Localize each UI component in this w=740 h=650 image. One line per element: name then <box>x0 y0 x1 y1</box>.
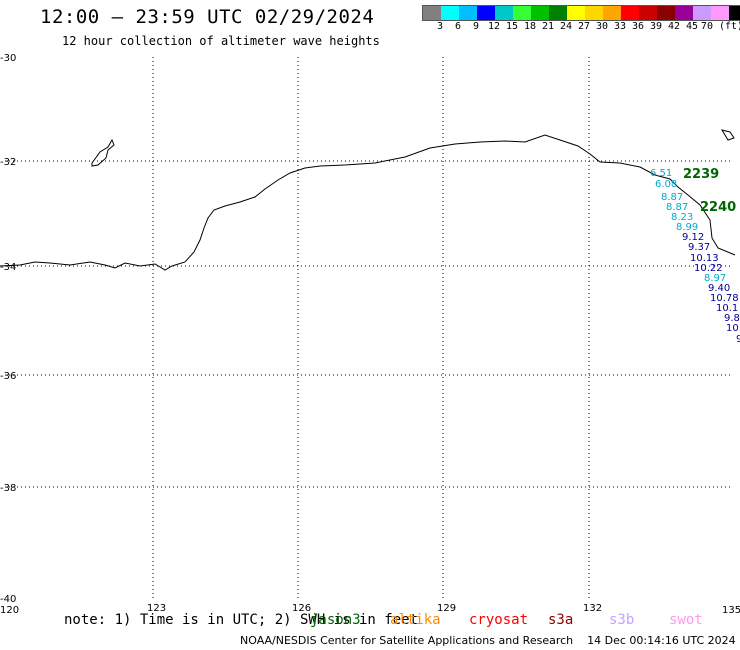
colorbar-labels: 3 6 9 12 15 18 21 24 27 30 33 36 39 42 45 70 (ft) <box>422 21 740 35</box>
pass-labels: 2239 2240 <box>683 167 736 215</box>
longitude-tick-label: 120 <box>0 605 19 616</box>
wave-height-label: 10. <box>726 323 740 334</box>
satellite-legend-item: s3b <box>609 612 635 628</box>
longitude-tick-label: 126 <box>292 603 311 614</box>
wave-height-label: 8.87 <box>666 202 688 213</box>
axis-ticks: 120 123 126 129 132 135 -30 -32 -34 -36 -38 -40 <box>0 53 740 616</box>
wave-height-label: 9.8 <box>724 313 740 324</box>
generated-timestamp: 14 Dec 00:14:16 UTC 2024 <box>587 634 736 647</box>
satellite-legend-item: altika <box>390 612 441 628</box>
satellite-legend-item: s3a <box>548 612 574 628</box>
colorbar-swatch <box>657 6 675 20</box>
longitude-tick-label: 123 <box>147 603 166 614</box>
wave-height-label: 10.78 <box>710 293 739 304</box>
satellite-legend-item: jason3 <box>310 612 361 628</box>
credit-line: NOAA/NESDIS Center for Satellite Applica… <box>240 634 736 647</box>
wave-height-label: 6.08 <box>655 179 677 190</box>
longitude-tick-label: 129 <box>437 603 456 614</box>
colorbar-swatch <box>639 6 657 20</box>
colorbar-label: 15 <box>505 21 519 32</box>
colorbar-swatch <box>441 6 459 20</box>
wave-height-label: 10.22 <box>694 263 723 274</box>
colorbar-label: 42 <box>667 21 681 32</box>
colorbar-label: 33 <box>613 21 627 32</box>
colorbar-label: 24 <box>559 21 573 32</box>
latitude-tick-label: -40 <box>0 594 16 605</box>
colorbar-swatch <box>423 6 441 20</box>
colorbar-swatch <box>531 6 549 20</box>
pass-time-label: 2239 <box>683 167 719 182</box>
colorbar-label: 21 <box>541 21 555 32</box>
colorbar-label: 45 <box>685 21 699 32</box>
colorbar-swatch <box>603 6 621 20</box>
credit-text: NOAA/NESDIS Center for Satellite Applica… <box>240 634 574 647</box>
colorbar-label: 70 (ft) <box>700 21 740 32</box>
colorbar-label: 18 <box>523 21 537 32</box>
wave-height-label: 9.12 <box>682 232 704 243</box>
latitude-tick-label: -34 <box>0 262 16 273</box>
wave-height-label: 8.97 <box>704 273 726 284</box>
colorbar-swatch <box>675 6 693 20</box>
colorbar-swatch <box>477 6 495 20</box>
island-outline-east <box>720 129 735 141</box>
colorbar-label: 3 <box>436 21 444 32</box>
wave-height-label: 10.13 <box>690 253 719 264</box>
wave-height-label: 9.37 <box>688 242 710 253</box>
latitude-tick-label: -36 <box>0 371 16 382</box>
colorbar-label: 39 <box>649 21 663 32</box>
colorbar-swatch <box>459 6 477 20</box>
map-title: 12:00 – 23:59 UTC 02/29/2024 <box>40 6 375 28</box>
longitude-tick-label: 135 <box>722 605 740 616</box>
satellite-legend-item: cryosat <box>469 612 529 628</box>
latitude-tick-label: -32 <box>0 157 16 168</box>
wave-height-label: 8.99 <box>676 222 698 233</box>
map-subtitle: 12 hour collection of altimeter wave hei… <box>62 34 380 48</box>
wave-height-label: 10.1 <box>716 303 738 314</box>
observation-labels: 6.516.088.878.878.238.999.129.3710.1310.… <box>650 168 740 345</box>
wave-height-label: 8.23 <box>671 212 693 223</box>
colorbar-swatch <box>711 6 729 20</box>
colorbar-swatch <box>549 6 567 20</box>
colorbar-swatch <box>621 6 639 20</box>
wave-height-label: 9 <box>736 334 740 345</box>
wave-height-colorbar <box>422 5 740 21</box>
longitude-tick-label: 132 <box>583 603 602 614</box>
wave-height-label: 8.87 <box>661 192 683 203</box>
colorbar-swatch <box>513 6 531 20</box>
colorbar-label: 27 <box>577 21 591 32</box>
satellite-legend-item: swot <box>669 612 703 628</box>
wave-height-label: 9.40 <box>708 283 730 294</box>
colorbar-swatch <box>495 6 513 20</box>
colorbar-label: 36 <box>631 21 645 32</box>
latitude-tick-label: -30 <box>0 53 16 64</box>
colorbar-swatch <box>585 6 603 20</box>
colorbar-label: 30 <box>595 21 609 32</box>
colorbar-swatch <box>729 6 740 20</box>
grid-lines <box>5 57 733 598</box>
colorbar-swatch <box>693 6 711 20</box>
latitude-tick-label: -38 <box>0 483 16 494</box>
colorbar-swatch <box>567 6 585 20</box>
footer-note: note: 1) Time is in UTC; 2) SWH is in fe… <box>64 612 419 628</box>
colorbar-label: 9 <box>472 21 480 32</box>
colorbar-label: 6 <box>454 21 462 32</box>
coastline <box>0 134 736 271</box>
island-outline <box>91 138 115 167</box>
pass-time-label: 2240 <box>700 200 736 215</box>
wave-height-label: 6.51 <box>650 168 672 179</box>
colorbar-label: 12 <box>487 21 501 32</box>
